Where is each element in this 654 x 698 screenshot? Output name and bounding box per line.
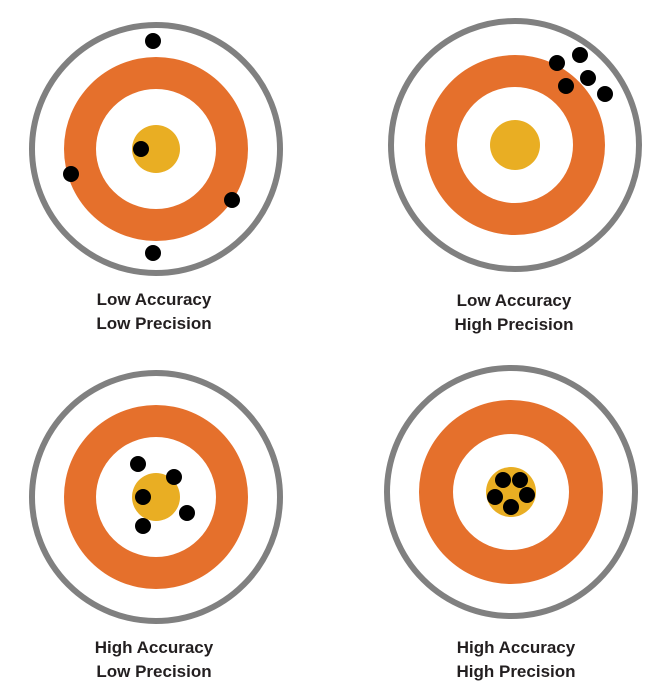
shot-mark xyxy=(135,518,151,534)
bullseye xyxy=(132,473,180,521)
target-1 xyxy=(29,22,283,276)
target-3-precision-label: Low Precision xyxy=(96,662,212,681)
target-2-accuracy-label: Low Accuracy xyxy=(456,291,572,310)
shot-mark xyxy=(512,472,528,488)
bullseye xyxy=(490,120,540,170)
shot-mark xyxy=(145,33,161,49)
target-3 xyxy=(29,370,283,624)
shot-mark xyxy=(487,489,503,505)
target-4-caption: High Accuracy High Precision xyxy=(386,636,646,684)
shot-mark xyxy=(145,245,161,261)
shot-mark xyxy=(179,505,195,521)
target-3-accuracy-label: High Accuracy xyxy=(94,638,214,657)
shot-mark xyxy=(495,472,511,488)
shot-mark xyxy=(549,55,565,71)
bullseye xyxy=(132,125,180,173)
shot-mark xyxy=(597,86,613,102)
shot-mark xyxy=(135,489,151,505)
target-1-accuracy-label: Low Accuracy xyxy=(96,290,212,309)
shot-mark xyxy=(166,469,182,485)
target-2 xyxy=(388,18,642,272)
shot-mark xyxy=(558,78,574,94)
target-4-accuracy-label: High Accuracy xyxy=(456,638,576,657)
shot-mark xyxy=(130,456,146,472)
target-3-caption: High Accuracy Low Precision xyxy=(24,636,284,684)
target-2-caption: Low Accuracy High Precision xyxy=(384,289,644,337)
shot-mark xyxy=(224,192,240,208)
shot-mark xyxy=(519,487,535,503)
shot-mark xyxy=(63,166,79,182)
shot-mark xyxy=(572,47,588,63)
shot-mark xyxy=(580,70,596,86)
shot-mark xyxy=(503,499,519,515)
target-2-precision-label: High Precision xyxy=(454,315,574,334)
target-1-caption: Low Accuracy Low Precision xyxy=(24,288,284,336)
target-1-precision-label: Low Precision xyxy=(96,314,212,333)
shot-mark xyxy=(133,141,149,157)
target-4 xyxy=(384,365,638,619)
target-4-precision-label: High Precision xyxy=(456,662,576,681)
